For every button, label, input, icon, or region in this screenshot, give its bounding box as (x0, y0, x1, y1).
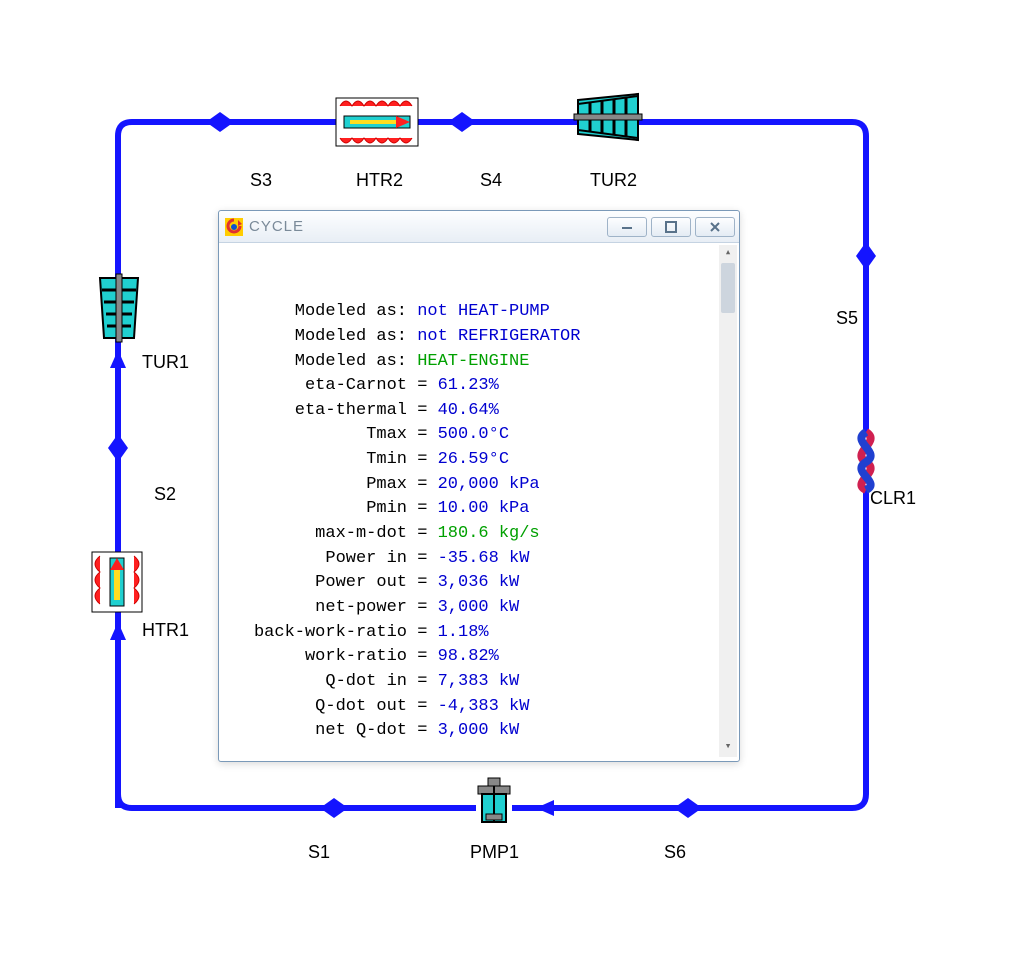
component-label-clr1: CLR1 (870, 488, 916, 509)
flow-arrow (206, 112, 234, 132)
result-line: eta-thermal = 40.64% (223, 399, 729, 424)
result-line: back-work-ratio = 1.18% (223, 621, 729, 646)
stream-label-s3: S3 (250, 170, 272, 191)
dir-tri (536, 800, 554, 816)
maximize-button[interactable] (651, 217, 691, 237)
result-line: eta-Carnot = 61.23% (223, 374, 729, 399)
component-label-htr1: HTR1 (142, 620, 189, 641)
result-line: work-ratio = 98.82% (223, 645, 729, 670)
flow-arrow (674, 798, 702, 818)
result-line: Modeled as: not HEAT-PUMP (223, 300, 729, 325)
tur2-icon[interactable] (574, 94, 642, 140)
component-label-pmp1: PMP1 (470, 842, 519, 863)
component-label-htr2: HTR2 (356, 170, 403, 191)
component-label-tur2: TUR2 (590, 170, 637, 191)
result-line: Power in = -35.68 kW (223, 547, 729, 572)
cycle-results-text: Modeled as: not HEAT-PUMPModeled as: not… (219, 243, 739, 759)
stream-label-s2: S2 (154, 484, 176, 505)
flow-arrow (448, 112, 476, 132)
flow-arrow (320, 798, 348, 818)
clr1-icon[interactable] (861, 432, 870, 490)
scroll-up-icon[interactable]: ▴ (719, 245, 737, 263)
result-line: net Q-dot = 3,000 kW (223, 719, 729, 744)
stream-label-s4: S4 (480, 170, 502, 191)
flow-arrow (856, 242, 876, 270)
close-button[interactable] (695, 217, 735, 237)
flow-arrow (108, 434, 128, 462)
window-title: CYCLE (249, 218, 607, 235)
result-line: max-m-dot = 180.6 kg/s (223, 522, 729, 547)
result-line: Tmin = 26.59°C (223, 448, 729, 473)
cycle-results-window[interactable]: CYCLE Modeled as: not HEAT-PUMPModeled a… (218, 210, 740, 762)
result-line: Q-dot in = 7,383 kW (223, 670, 729, 695)
tur1-icon[interactable] (100, 274, 138, 342)
result-line: Modeled as: HEAT-ENGINE (223, 350, 729, 375)
htr1-icon[interactable] (92, 552, 142, 612)
stream-label-s5: S5 (836, 308, 858, 329)
scroll-thumb[interactable] (721, 263, 735, 313)
dir-tri (110, 622, 126, 640)
result-line: Power out = 3,036 kW (223, 571, 729, 596)
component-label-tur1: TUR1 (142, 352, 189, 373)
result-line: Pmax = 20,000 kPa (223, 473, 729, 498)
scroll-down-icon[interactable]: ▾ (719, 739, 737, 757)
result-line: Pmin = 10.00 kPa (223, 497, 729, 522)
stream-label-s1: S1 (308, 842, 330, 863)
result-line: Tmax = 500.0°C (223, 423, 729, 448)
window-titlebar[interactable]: CYCLE (219, 211, 739, 243)
htr2-icon[interactable] (336, 98, 418, 146)
cycle-app-icon (225, 218, 243, 236)
result-line: net-power = 3,000 kW (223, 596, 729, 621)
result-line: Q-dot out = -4,383 kW (223, 695, 729, 720)
stream-label-s6: S6 (664, 842, 686, 863)
result-line: Modeled as: not REFRIGERATOR (223, 325, 729, 350)
dir-tri (110, 350, 126, 368)
minimize-button[interactable] (607, 217, 647, 237)
pmp1-icon[interactable] (478, 778, 510, 822)
scrollbar[interactable]: ▴ ▾ (719, 245, 737, 757)
